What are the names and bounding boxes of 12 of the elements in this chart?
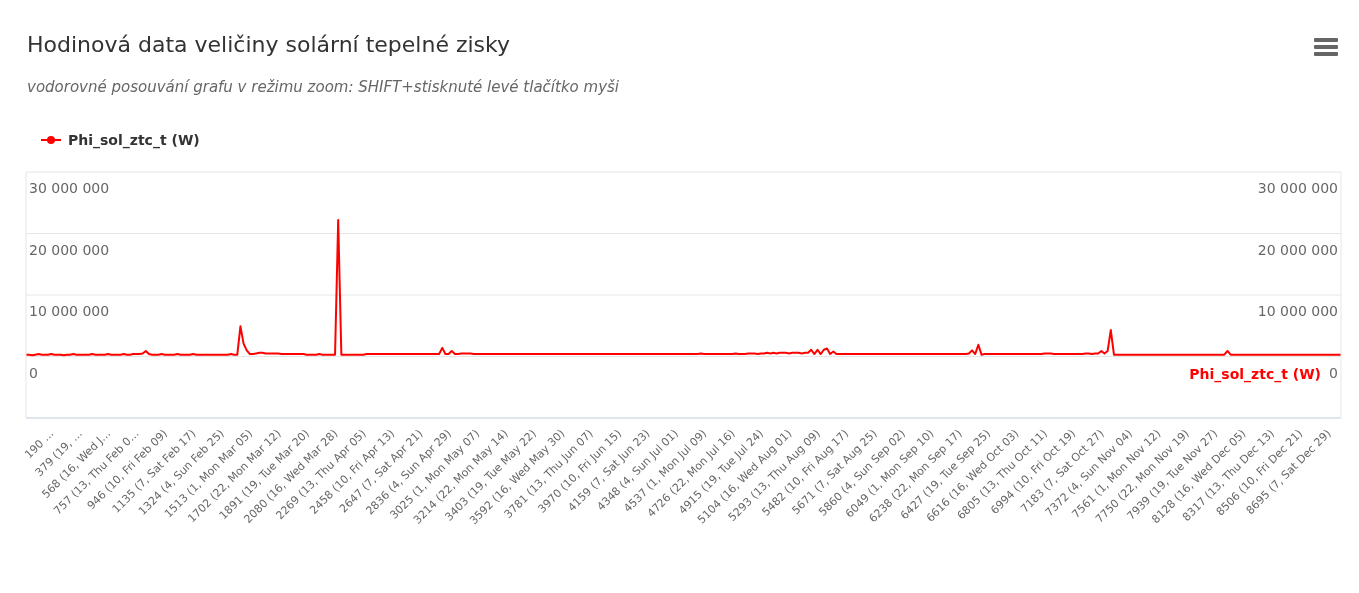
y2-tick-label: 30 000 000 xyxy=(1257,180,1338,196)
y2-tick-label: 20 000 000 xyxy=(1257,241,1338,258)
y-tick-label: 0 xyxy=(29,364,38,381)
legend-label: Phi_sol_ztc_t (W) xyxy=(68,132,200,148)
y2-tick-label: 0 xyxy=(1329,364,1338,381)
chart-title: Hodinová data veličiny solární tepelné zisky xyxy=(27,32,511,57)
chart-subtitle: vodorovné posouvání grafu v režimu zoom: SHIFT+stisknuté levé tlačítko myši xyxy=(27,78,620,96)
y2-axis-title: Phi_sol_ztc_t (W) xyxy=(1189,366,1321,382)
y-tick-label: 10 000 000 xyxy=(29,303,110,319)
y2-tick-label: 10 000 000 xyxy=(1257,303,1338,319)
y-tick-label: 20 000 000 xyxy=(29,241,110,258)
y-tick-label: 30 000 000 xyxy=(29,180,110,196)
